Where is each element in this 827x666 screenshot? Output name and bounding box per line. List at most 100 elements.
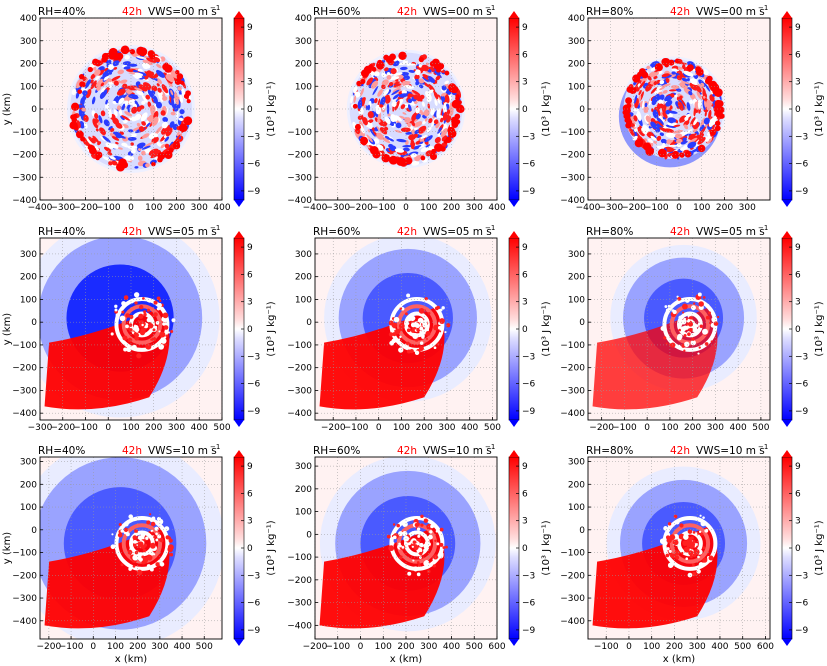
colorbar-tick-label: −9 [795, 626, 809, 636]
eye-blob [406, 315, 412, 322]
texture-blob [708, 109, 712, 120]
eye-blob [389, 340, 395, 346]
texture-blob [102, 70, 111, 78]
eye-blob [707, 311, 711, 315]
texture-blob [651, 97, 658, 106]
texture-blob [637, 126, 645, 137]
panel-title-vws: VWS=05 m s [423, 226, 492, 238]
y-axis-label: y (km) [2, 532, 13, 565]
rim-blob [436, 67, 441, 73]
texture-blob [411, 89, 421, 96]
texture-blob [130, 133, 137, 138]
eye-blob [424, 297, 428, 301]
rim-blob [120, 45, 130, 55]
texture-blob [413, 100, 418, 105]
eye-blob [416, 323, 420, 327]
eye-blob [667, 304, 671, 308]
eye-blob [155, 321, 160, 325]
texture-blob [704, 111, 707, 117]
panel-title-rh: RH=40% [38, 445, 85, 457]
rim-blob [654, 63, 663, 72]
colorbar-label: (10³ J kg⁻¹) [541, 520, 552, 575]
colorbar-tick-label: −3 [522, 132, 535, 142]
eye-blob [412, 559, 415, 562]
texture-blob [381, 84, 386, 90]
rim-blob [129, 48, 136, 55]
colorbar-label: (10³ J kg⁻¹) [266, 301, 277, 356]
eye-blob [427, 534, 433, 540]
eye-blob [436, 305, 440, 310]
y-tick-label: 200 [295, 60, 312, 70]
rim-blob [714, 120, 721, 127]
eye-blob [676, 300, 681, 305]
rim-blob [697, 144, 706, 153]
texture-blob [391, 89, 400, 96]
eye-blob [411, 329, 415, 333]
x-tick-label: 100 [122, 423, 139, 433]
texture-blob [381, 121, 388, 127]
rim-blob [440, 146, 446, 152]
texture-blob [357, 99, 363, 110]
texture-blob [697, 137, 706, 145]
texture-blob [633, 108, 639, 112]
eye-blob [677, 297, 682, 301]
texture-blob [652, 109, 659, 119]
x-tick-label: 600 [757, 642, 774, 652]
texture-blob [164, 143, 170, 149]
colorbar-tick-label: 6 [795, 50, 801, 60]
panel-title-rh: RH=80% [586, 6, 633, 18]
eye-blob [388, 545, 395, 552]
colorbar-tick-label: −9 [522, 407, 536, 417]
eye-blob [690, 541, 695, 546]
y-tick-label: 0 [31, 318, 37, 328]
texture-blob [386, 72, 391, 76]
texture-blob [366, 144, 370, 149]
rim-blob [115, 52, 124, 60]
texture-blob [684, 116, 689, 121]
texture-blob [660, 138, 668, 144]
eye-blob [133, 292, 140, 298]
texture-blob [422, 120, 426, 125]
eye-blob [139, 304, 144, 310]
texture-blob [373, 138, 380, 144]
y-tick-label: 200 [20, 60, 37, 70]
texture-blob [683, 70, 694, 77]
y-tick-label: 200 [568, 60, 585, 70]
texture-blob [675, 88, 682, 92]
texture-blob [111, 136, 120, 141]
texture-blob [164, 136, 170, 142]
colorbar-tick-label: −6 [795, 160, 809, 170]
texture-blob [134, 87, 143, 92]
axes-frame [314, 456, 498, 640]
colorbar-tick-label: 9 [795, 462, 801, 472]
texture-blob [662, 90, 668, 94]
texture-blob [123, 66, 131, 70]
texture-blob [103, 75, 109, 81]
texture-blob [678, 95, 683, 100]
texture-blob [696, 91, 702, 100]
eye-blob [425, 337, 429, 340]
texture-blob [630, 123, 635, 128]
texture-blob [128, 129, 134, 133]
eye-blob [667, 522, 672, 526]
panel-title-rh: RH=40% [38, 6, 85, 18]
x-tick-label: −100 [594, 642, 619, 652]
x-tick-label: −300 [598, 203, 623, 213]
eye-blob [146, 520, 151, 525]
panel-title-time: 42h [122, 445, 142, 457]
texture-blob [415, 113, 421, 120]
y-tick-label: 200 [295, 485, 312, 495]
y-tick-label: −400 [560, 617, 585, 627]
eye-blob [150, 338, 153, 341]
texture-blob [700, 82, 705, 87]
x-tick-label: −400 [303, 203, 328, 213]
texture-blob [84, 79, 91, 89]
texture-blob [682, 137, 687, 142]
texture-blob [442, 111, 448, 121]
x-tick-label: 200 [443, 203, 460, 213]
eye-blob [142, 297, 145, 300]
eye-blob [437, 326, 442, 330]
rim-blob [671, 150, 680, 159]
texture-blob [401, 89, 407, 95]
colorbar-extend-top [782, 450, 792, 457]
